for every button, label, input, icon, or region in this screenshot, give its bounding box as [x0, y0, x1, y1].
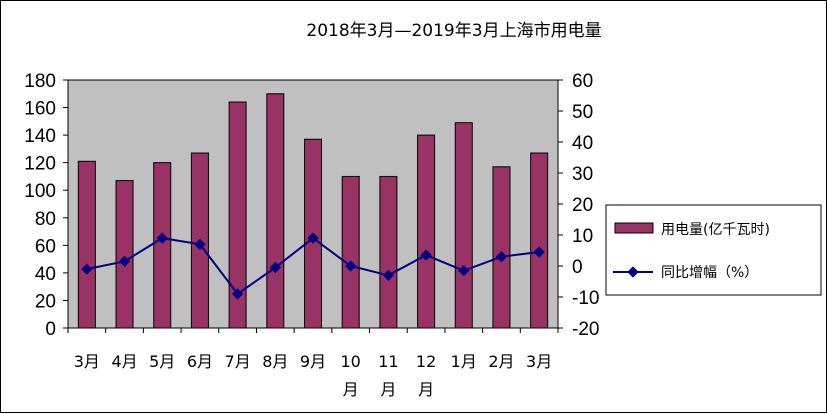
bar: [379, 175, 398, 329]
category-label: 3月: [526, 352, 552, 371]
bar: [266, 93, 285, 329]
line-point: [194, 238, 206, 250]
right-tick-label: 0: [572, 257, 583, 278]
category-label: 12 月: [416, 352, 436, 399]
right-tick-label: 40: [572, 133, 593, 154]
category-label: 8月: [262, 352, 288, 371]
bar: [77, 160, 96, 329]
line-point: [382, 269, 395, 281]
bar: [417, 134, 436, 329]
bar: [454, 122, 473, 329]
line-point: [495, 251, 508, 263]
right-axis: -20 -10 0 10 20 30 40 50 60: [558, 71, 599, 340]
category-label: 7月: [225, 352, 251, 371]
right-tick-label: 50: [572, 102, 593, 123]
bar: [115, 180, 134, 329]
line-point: [345, 260, 357, 272]
bar: [492, 166, 511, 329]
line-point: [231, 288, 244, 300]
legend-box: [605, 204, 822, 296]
category-label: 9月: [300, 352, 326, 371]
category-label: 6月: [187, 352, 213, 371]
left-axis: 0 20 40 60 80 100 120 140 160 180: [24, 71, 68, 340]
bar: [530, 152, 549, 329]
right-tick-label: 10: [572, 226, 593, 247]
right-tick-label: -10: [572, 288, 599, 309]
right-tick-label: 20: [572, 195, 593, 216]
category-label: 3月: [74, 352, 100, 371]
category-axis: 3月 4月 5月 6月 7月 8月 9月 10 月 11 月 12 月 1月 2月 3月: [67, 328, 559, 399]
left-tick-label: 140: [24, 126, 56, 147]
right-tick-label: 60: [572, 71, 593, 92]
line-point: [533, 246, 545, 258]
bar: [228, 101, 247, 329]
legend: 用电量(亿千瓦时) 同比增幅（%）: [605, 204, 822, 296]
legend-line-label: 同比增幅（%）: [661, 265, 758, 281]
line-point: [269, 261, 281, 274]
bar-series: [77, 93, 549, 329]
left-tick-label: 40: [35, 264, 56, 285]
left-tick-label: 20: [35, 291, 56, 312]
bar: [153, 162, 172, 329]
line-point: [307, 232, 319, 244]
left-tick-label: 0: [45, 319, 56, 340]
line-point: [420, 249, 432, 261]
right-tick-label: 30: [572, 164, 593, 185]
chart-title: 2018年3月—2019年3月上海市用电量: [306, 21, 601, 41]
bar: [341, 175, 360, 329]
left-tick-label: 80: [35, 209, 56, 230]
category-label: 10 月: [341, 352, 361, 399]
line-point: [156, 232, 168, 244]
category-label: 1月: [451, 352, 477, 371]
category-label: 5月: [149, 352, 175, 371]
left-tick-label: 160: [24, 99, 56, 120]
line-series: [81, 232, 545, 300]
right-tick-label: -20: [572, 319, 599, 340]
left-tick-label: 100: [24, 181, 56, 202]
category-label: 11 月: [378, 352, 398, 399]
left-tick-label: 180: [24, 71, 56, 92]
legend-bar-label: 用电量(亿千瓦时): [661, 222, 770, 238]
left-tick-label: 60: [35, 236, 56, 257]
legend-bar-swatch: [614, 222, 654, 234]
category-label: 2月: [488, 352, 514, 371]
category-label: 4月: [111, 352, 137, 371]
left-tick-label: 120: [24, 154, 56, 175]
line-point: [458, 264, 470, 277]
legend-line-marker: [627, 266, 639, 278]
